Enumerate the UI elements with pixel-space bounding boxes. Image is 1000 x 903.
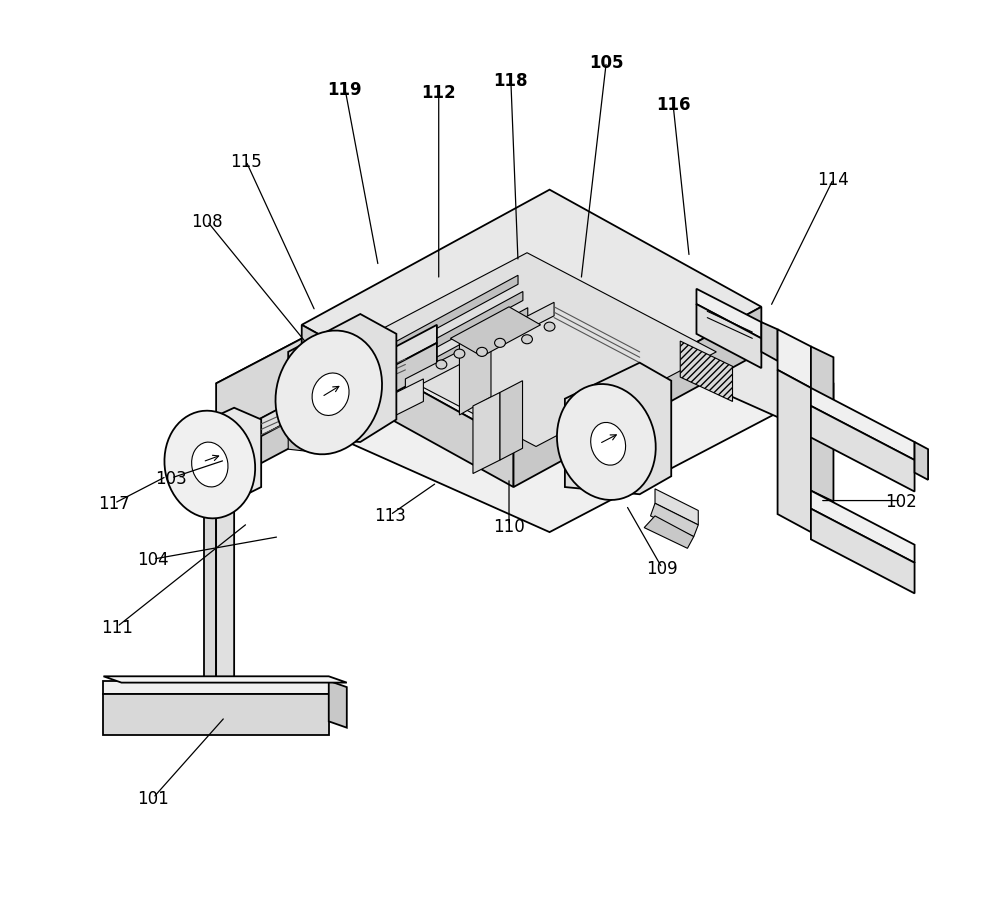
Text: 117: 117 xyxy=(98,495,130,513)
Text: 111: 111 xyxy=(101,618,133,636)
Text: 119: 119 xyxy=(328,80,362,98)
Polygon shape xyxy=(302,325,514,488)
Polygon shape xyxy=(204,413,234,431)
Ellipse shape xyxy=(522,335,532,344)
Ellipse shape xyxy=(276,331,382,455)
Polygon shape xyxy=(189,429,216,488)
Text: 104: 104 xyxy=(137,551,169,569)
Polygon shape xyxy=(360,276,518,370)
Polygon shape xyxy=(405,303,554,393)
Polygon shape xyxy=(811,509,915,594)
Text: 115: 115 xyxy=(230,153,262,171)
Text: 108: 108 xyxy=(191,213,223,231)
Polygon shape xyxy=(500,236,833,442)
Text: 112: 112 xyxy=(421,84,456,102)
Polygon shape xyxy=(696,290,761,339)
Ellipse shape xyxy=(557,385,656,500)
Text: 110: 110 xyxy=(493,517,525,535)
Polygon shape xyxy=(103,694,329,735)
Polygon shape xyxy=(778,330,811,388)
Polygon shape xyxy=(655,489,698,526)
Polygon shape xyxy=(761,322,778,361)
Polygon shape xyxy=(204,431,216,690)
Polygon shape xyxy=(347,254,716,447)
Text: 102: 102 xyxy=(885,492,917,510)
Polygon shape xyxy=(565,363,671,495)
Polygon shape xyxy=(811,406,915,492)
Text: 105: 105 xyxy=(589,53,624,71)
Polygon shape xyxy=(103,676,347,683)
Polygon shape xyxy=(811,388,915,461)
Polygon shape xyxy=(103,681,329,694)
Polygon shape xyxy=(365,293,523,386)
Ellipse shape xyxy=(192,442,228,488)
Polygon shape xyxy=(778,370,811,533)
Polygon shape xyxy=(811,491,915,563)
Text: 101: 101 xyxy=(137,789,169,807)
Text: 116: 116 xyxy=(656,96,690,114)
Polygon shape xyxy=(514,307,761,488)
Polygon shape xyxy=(459,318,491,415)
Text: 118: 118 xyxy=(494,71,528,89)
Polygon shape xyxy=(370,308,528,403)
Polygon shape xyxy=(216,343,437,488)
Ellipse shape xyxy=(312,374,349,416)
Polygon shape xyxy=(329,426,360,454)
Polygon shape xyxy=(302,191,761,442)
Polygon shape xyxy=(288,314,396,442)
Polygon shape xyxy=(189,408,261,501)
Polygon shape xyxy=(811,347,833,502)
Ellipse shape xyxy=(591,423,626,466)
Ellipse shape xyxy=(164,411,255,518)
Polygon shape xyxy=(915,442,928,480)
Text: 113: 113 xyxy=(374,507,406,525)
Ellipse shape xyxy=(477,348,487,357)
Ellipse shape xyxy=(544,322,555,331)
Polygon shape xyxy=(473,393,500,474)
Ellipse shape xyxy=(436,360,447,369)
Polygon shape xyxy=(329,681,347,728)
Polygon shape xyxy=(396,379,423,415)
Ellipse shape xyxy=(454,349,465,358)
Polygon shape xyxy=(644,517,694,549)
Text: 114: 114 xyxy=(818,171,849,189)
Polygon shape xyxy=(696,305,761,368)
Polygon shape xyxy=(500,381,523,461)
Polygon shape xyxy=(288,438,329,454)
Text: 109: 109 xyxy=(646,560,678,578)
Polygon shape xyxy=(216,325,437,461)
Text: 103: 103 xyxy=(155,470,187,488)
Ellipse shape xyxy=(495,339,505,348)
Polygon shape xyxy=(185,483,234,506)
Polygon shape xyxy=(216,417,234,690)
Polygon shape xyxy=(680,341,733,402)
Polygon shape xyxy=(651,504,698,537)
Polygon shape xyxy=(450,307,541,357)
Polygon shape xyxy=(216,236,500,442)
Polygon shape xyxy=(216,236,833,533)
